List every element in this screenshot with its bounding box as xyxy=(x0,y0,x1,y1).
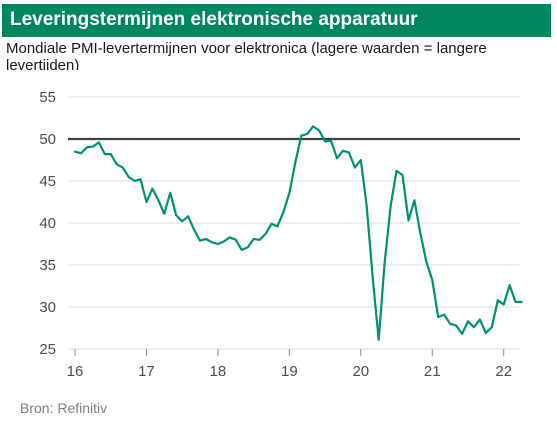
chart-title: Leveringstermijnen elektronische apparat… xyxy=(10,9,418,30)
y-tick-label: 50 xyxy=(39,131,56,148)
y-tick-label: 55 xyxy=(39,89,56,106)
y-tick-label: 30 xyxy=(39,299,56,316)
chart-subtitle: Mondiale PMI-levertermijnen voor elektro… xyxy=(6,40,487,70)
x-tick-label: 22 xyxy=(495,363,512,380)
source-note: Bron: Refinitiv xyxy=(20,400,108,416)
x-tick-label: 21 xyxy=(424,363,441,380)
y-tick-label: 25 xyxy=(39,341,56,358)
x-tick-label: 20 xyxy=(352,363,369,380)
x-tick-label: 16 xyxy=(67,363,84,380)
y-tick-label: 40 xyxy=(39,215,56,232)
title-bar: Leveringstermijnen elektronische apparat… xyxy=(2,4,551,37)
y-tick-label: 35 xyxy=(39,257,56,274)
y-tick-label: 45 xyxy=(39,173,56,190)
series-line xyxy=(73,125,523,341)
x-tick-label: 17 xyxy=(138,363,155,380)
x-tick-label: 19 xyxy=(281,363,298,380)
x-tick-label: 18 xyxy=(210,363,227,380)
